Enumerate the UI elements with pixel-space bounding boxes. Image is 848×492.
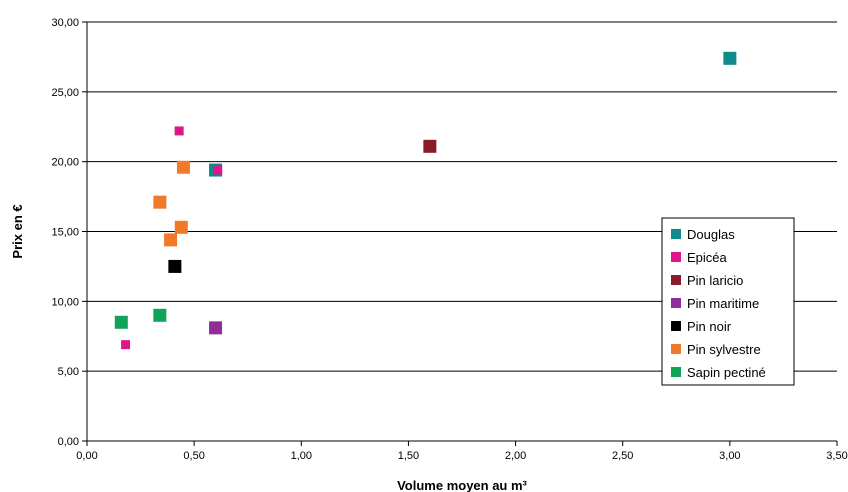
x-tick-label: 2,50 xyxy=(612,450,633,462)
data-point xyxy=(164,233,178,247)
y-tick-label: 0,00 xyxy=(58,436,79,448)
y-tick-label: 5,00 xyxy=(58,366,79,378)
data-point xyxy=(723,51,737,65)
legend-swatch xyxy=(671,367,681,377)
axes xyxy=(82,21,838,446)
legend-swatch xyxy=(671,344,681,354)
legend-label: Epicéa xyxy=(687,250,728,265)
legend-swatch xyxy=(671,298,681,308)
data-point xyxy=(209,321,223,335)
legend-swatch xyxy=(671,252,681,262)
data-point xyxy=(174,220,188,234)
legend-swatch xyxy=(671,229,681,239)
legend-label: Douglas xyxy=(687,227,735,242)
legend-swatch xyxy=(671,275,681,285)
data-point xyxy=(121,340,131,350)
x-tick-label: 3,50 xyxy=(826,450,847,462)
data-point xyxy=(176,160,190,174)
legend-label: Pin laricio xyxy=(687,273,743,288)
x-tick-label: 1,00 xyxy=(291,450,312,462)
y-tick-label: 25,00 xyxy=(51,87,79,99)
y-tick-label: 30,00 xyxy=(51,17,79,29)
legend-box xyxy=(661,217,795,386)
legend-label: Pin maritime xyxy=(687,296,759,311)
x-tick-label: 2,00 xyxy=(505,450,526,462)
x-tick-label: 1,50 xyxy=(398,450,419,462)
y-tick-label: 10,00 xyxy=(51,296,79,308)
legend-swatch xyxy=(671,321,681,331)
data-point xyxy=(153,195,167,209)
x-axis-title: Volume moyen au m³ xyxy=(397,478,527,492)
legend-label: Sapin pectiné xyxy=(687,365,766,380)
legend-label: Pin noir xyxy=(687,319,732,334)
legend: Douglas Epicéa Pin laricio Pin maritime Pin … xyxy=(661,217,795,386)
tick-labels: 0,00 5,00 10,00 15,00 20,00 25,00 30,00 0,00 0,5… xyxy=(51,17,847,462)
data-point xyxy=(168,259,182,273)
data-point xyxy=(213,165,223,175)
x-tick-label: 0,00 xyxy=(76,450,97,462)
legend-label: Pin sylvestre xyxy=(687,342,761,357)
data-points xyxy=(114,51,737,350)
data-point xyxy=(174,126,184,136)
x-tick-label: 3,00 xyxy=(719,450,740,462)
x-tick-label: 0,50 xyxy=(183,450,204,462)
data-point xyxy=(114,315,128,329)
data-point xyxy=(153,308,167,322)
y-tick-label: 20,00 xyxy=(51,157,79,169)
data-point xyxy=(423,139,437,153)
y-axis-title: Prix en € xyxy=(10,204,25,258)
y-tick-label: 15,00 xyxy=(51,227,79,239)
